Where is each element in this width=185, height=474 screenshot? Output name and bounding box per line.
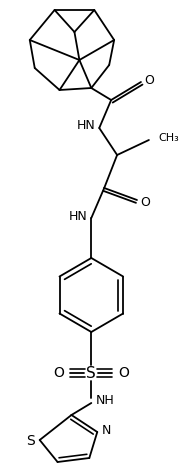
Text: S: S	[26, 434, 35, 448]
Text: S: S	[86, 365, 96, 381]
Text: CH₃: CH₃	[159, 133, 180, 143]
Text: NH: NH	[96, 393, 115, 407]
Text: N: N	[102, 425, 111, 438]
Text: HN: HN	[69, 210, 88, 222]
Text: HN: HN	[77, 118, 96, 131]
Text: O: O	[53, 366, 64, 380]
Text: O: O	[140, 195, 150, 209]
Text: O: O	[144, 73, 154, 86]
Text: O: O	[119, 366, 130, 380]
